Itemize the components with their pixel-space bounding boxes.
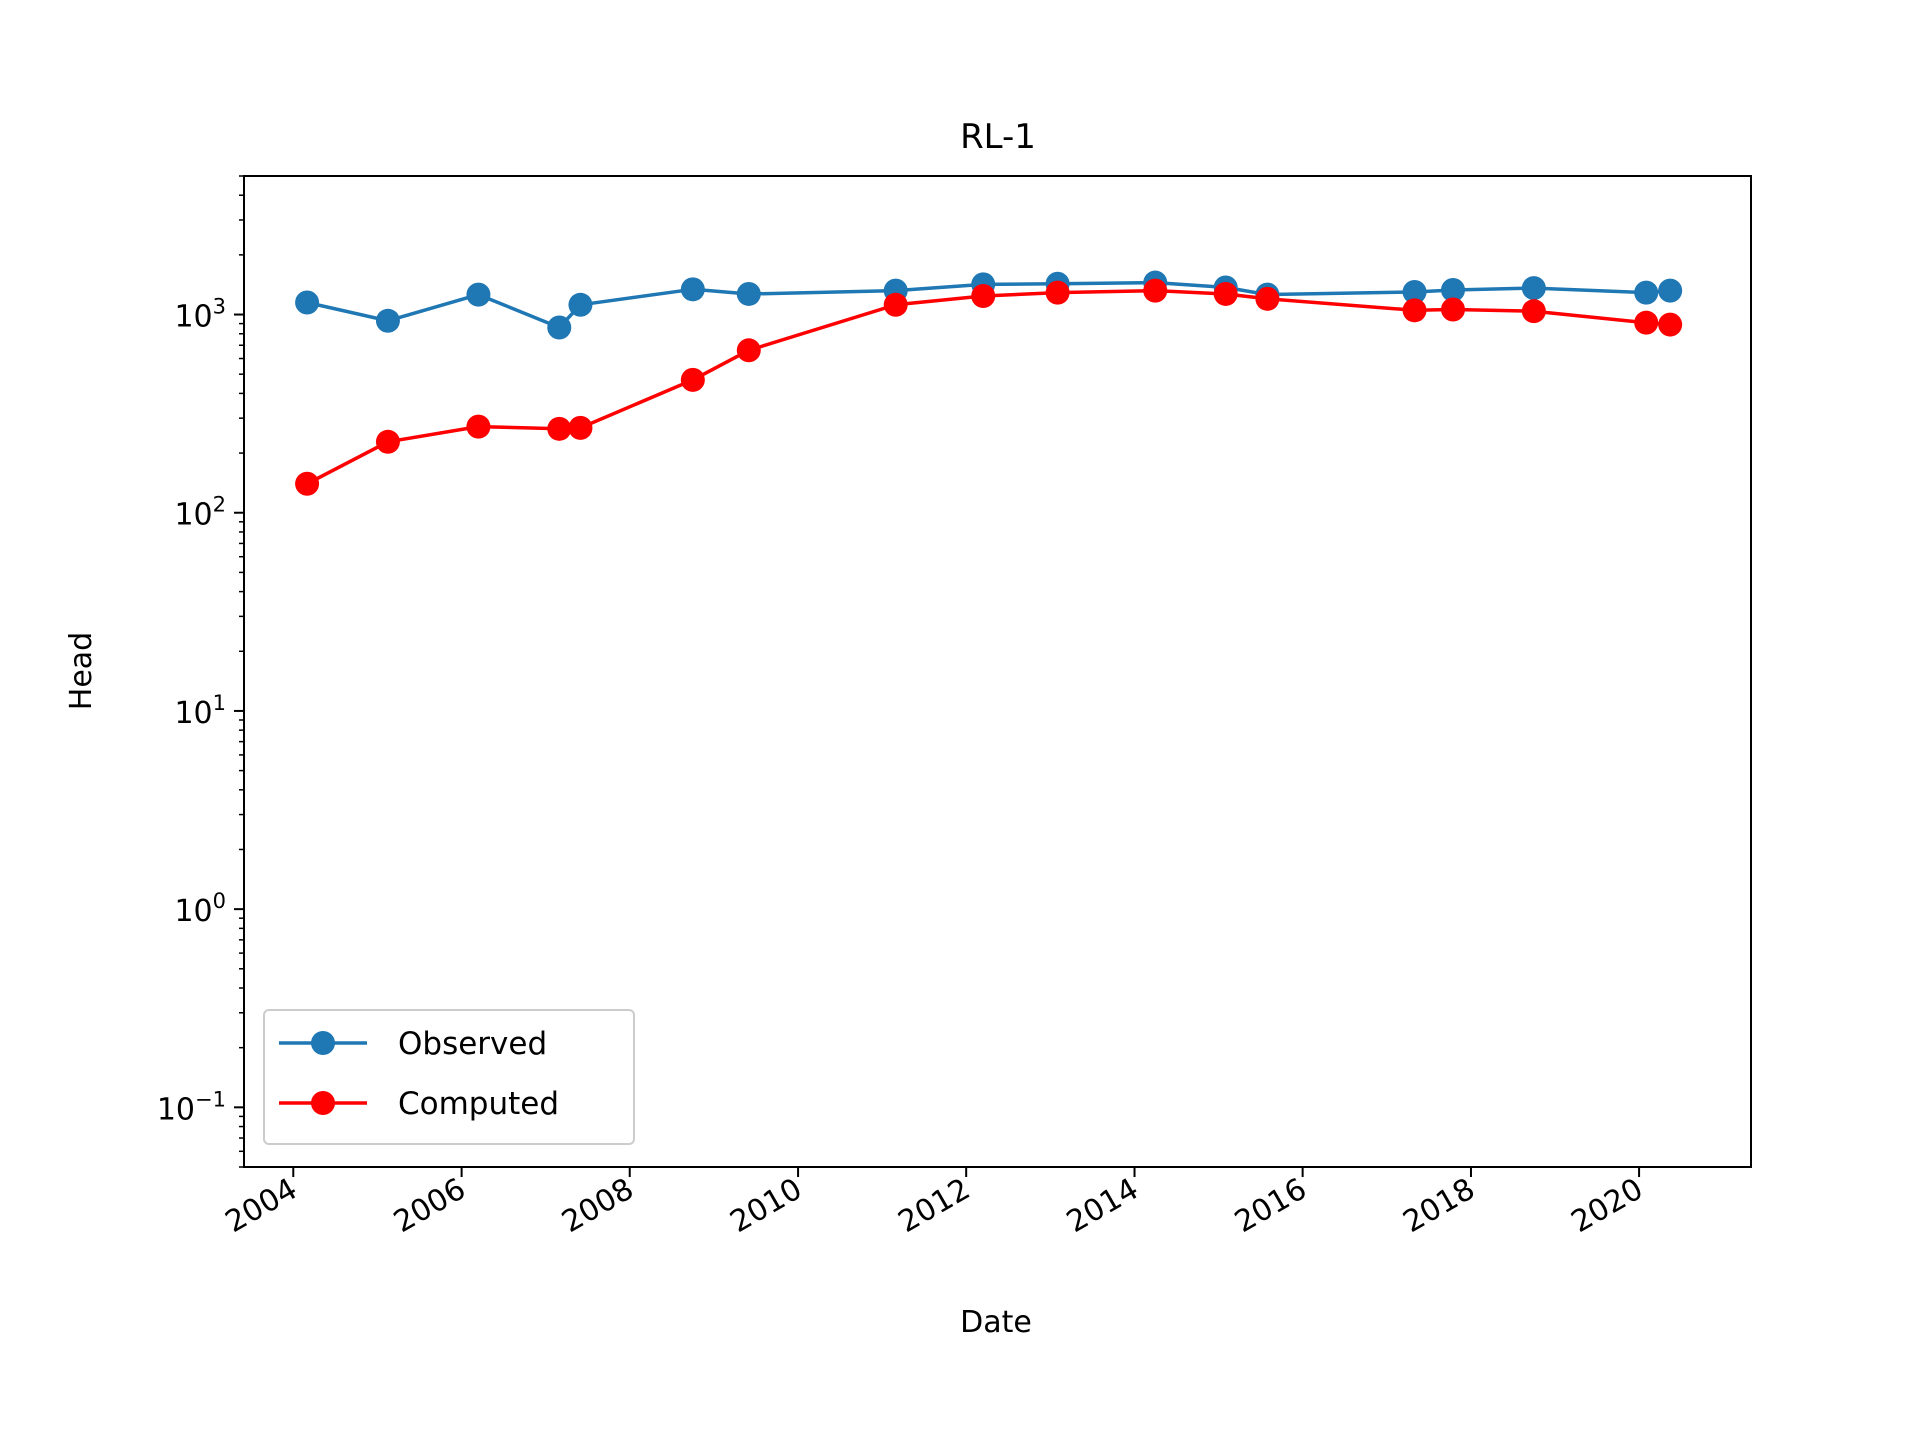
- legend: Observed Computed: [263, 1009, 635, 1145]
- series-line-computed: [306, 288, 1671, 486]
- y-tick-base: 10: [157, 1092, 195, 1127]
- data-point-observed: [295, 290, 320, 315]
- data-point-computed: [1143, 278, 1168, 303]
- data-point-computed: [295, 471, 320, 496]
- data-point-computed: [1658, 312, 1683, 337]
- chart-title: RL-1: [960, 117, 1036, 157]
- y-tick-exponent: 3: [213, 295, 226, 319]
- data-point-observed: [736, 281, 761, 306]
- data-point-computed: [547, 416, 572, 441]
- data-point-computed: [1521, 299, 1546, 324]
- y-axis-label: Head: [64, 632, 99, 710]
- data-point-observed: [1658, 278, 1683, 303]
- data-point-observed: [1441, 277, 1466, 302]
- y-tick-label: 10−1: [157, 1087, 226, 1127]
- data-point-observed: [466, 282, 491, 307]
- x-axis-label: Date: [960, 1305, 1032, 1340]
- data-point-observed: [1521, 276, 1546, 301]
- data-point-computed: [971, 284, 996, 309]
- data-point-observed: [1634, 280, 1659, 305]
- y-tick-exponent: 0: [213, 889, 226, 913]
- data-point-computed: [1634, 310, 1659, 335]
- y-tick-exponent: −1: [195, 1087, 226, 1111]
- y-tick-label: 103: [174, 295, 226, 335]
- data-point-observed: [568, 292, 593, 317]
- data-point-observed: [680, 277, 705, 302]
- data-point-observed: [375, 308, 400, 333]
- legend-marker: [311, 1091, 335, 1115]
- y-tick-label: 100: [174, 889, 226, 929]
- y-tick-exponent: 1: [213, 691, 226, 715]
- series-line-observed: [306, 280, 1671, 330]
- data-point-computed: [375, 429, 400, 454]
- data-point-computed: [883, 292, 908, 317]
- y-tick-base: 10: [174, 894, 212, 929]
- y-tick-exponent: 2: [213, 493, 226, 517]
- y-tick-label: 101: [174, 691, 226, 731]
- y-tick-base: 10: [174, 300, 212, 335]
- data-point-observed: [547, 315, 572, 340]
- data-point-computed: [466, 414, 491, 439]
- data-point-computed: [1255, 286, 1280, 311]
- data-point-computed: [568, 415, 593, 440]
- data-point-computed: [1441, 297, 1466, 322]
- series-layer: [295, 270, 1683, 496]
- legend-label: Computed: [398, 1086, 559, 1122]
- data-point-computed: [736, 338, 761, 363]
- data-point-computed: [1213, 281, 1238, 306]
- data-point-computed: [680, 367, 705, 392]
- y-tick-base: 10: [174, 696, 212, 731]
- data-point-computed: [1045, 280, 1070, 305]
- data-point-computed: [1402, 298, 1427, 323]
- legend-label: Observed: [398, 1026, 547, 1062]
- data-point-observed: [1402, 279, 1427, 304]
- plot-area: [243, 175, 1752, 1168]
- y-tick-label: 102: [174, 493, 226, 533]
- legend-marker: [311, 1031, 335, 1055]
- y-tick-base: 10: [174, 498, 212, 533]
